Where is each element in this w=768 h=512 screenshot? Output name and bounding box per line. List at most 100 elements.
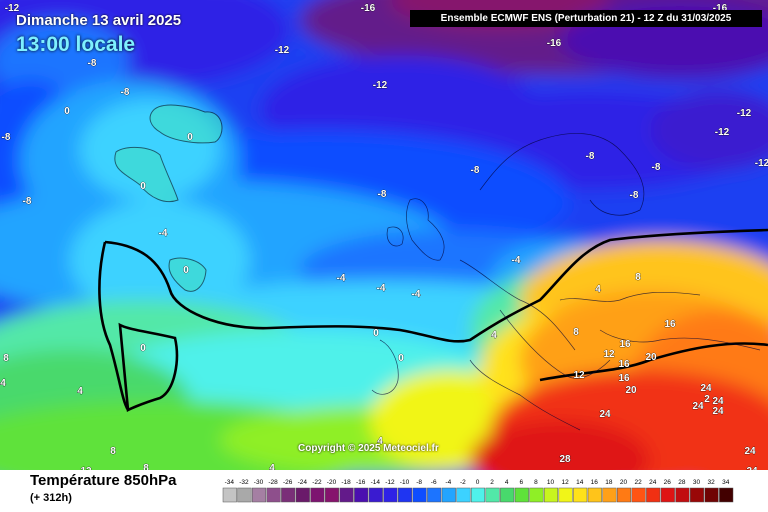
isotherm-value-label: -12 [5,3,20,14]
isotherm-value-label: 12 [603,349,615,360]
scale-tick-label: -22 [312,479,322,486]
isotherm-value-label: 0 [187,132,193,143]
scale-tick-label: -32 [239,479,249,486]
scale-tick-label: -14 [371,479,381,486]
isotherm-value-label: 8 [143,463,149,470]
scale-swatch [689,487,705,503]
isotherm-value-label: 0 [183,265,189,276]
scale-swatch [281,487,296,503]
isotherm-value-label: -8 [630,190,639,201]
scale-swatch [704,487,719,503]
isotherm-value-label: -12 [755,158,768,169]
color-scale: -34 -32 -30 -28 -26 -24 -22 -20 -18 -16 -14 -12 -10-… [222,479,734,503]
isotherm-value-label: -8 [2,132,11,143]
isotherm-value-label: 0 [64,106,70,117]
isotherm-value-label: 0 [140,181,146,192]
scale-swatch [222,487,237,503]
scale-tick-label: -18 [341,479,351,486]
scale-swatch [383,487,398,503]
isotherm-values: -12 -16 -16 -12 -16 -8 -8 -12 -12 -12 -8 0 0 -8 -8 -12 0… [0,3,768,470]
isotherm-value-label: -8 [121,87,130,98]
isotherm-value-label: 4 [491,330,497,341]
isotherm-value-label: 24 [746,466,758,470]
isotherm-value-label: 20 [645,352,657,363]
isotherm-value-label: -8 [471,165,480,176]
isotherm-value-label: 8 [635,272,641,283]
scale-tick-label: -28 [268,479,278,486]
isotherm-value-label: 16 [618,359,630,370]
scale-tick-label: -2 [460,479,466,486]
local-time: 13:00 locale [16,33,136,56]
isotherm-value-label: -12 [715,127,730,138]
model-run-banner: Ensemble ECMWF ENS (Perturbation 21) - 1… [410,10,762,27]
isotherm-value-label: 16 [618,373,630,384]
isotherm-value-label: 16 [664,319,676,330]
scale-tick-label: 32 [707,479,715,486]
scale-tick-label: 30 [693,479,701,486]
isotherm-value-label: -12 [373,80,388,91]
copyright-notice: Copyright © 2025 Meteociel.fr [298,443,439,454]
scale-tick-label: 8 [534,479,538,486]
isotherm-value-label: 8 [573,327,579,338]
scale-swatch [587,487,602,503]
isotherm-value-label: -8 [586,151,595,162]
isotherm-value-label: 20 [625,385,637,396]
scale-tick-label: -30 [254,479,264,486]
isotherm-value-label: -12 [275,45,290,56]
scale-tick-label: 10 [547,479,555,486]
isotherm-value-label: 24 [692,401,704,412]
isotherm-value-label: 24 [599,409,611,420]
scale-swatch [573,487,588,503]
scale-tick-label: 0 [476,479,480,486]
scale-tick-label: 28 [678,479,686,486]
scale-swatch [660,487,675,503]
scale-swatch [602,487,617,503]
scale-swatch [368,487,383,503]
isotherm-value-label: -4 [412,289,421,300]
scale-swatch [310,487,325,503]
scale-swatch [558,487,573,503]
scale-tick-label: 6 [519,479,523,486]
scale-swatch [529,487,544,503]
isotherm-value-label: 8 [110,446,116,457]
scale-tick-label: 34 [722,479,730,486]
forecast-lead-time: (+ 312h) [30,492,72,504]
scale-swatch [354,487,369,503]
isotherm-value-label: -16 [547,38,562,49]
scale-swatch [675,487,690,503]
isotherm-value-label: 4 [269,463,275,470]
scale-tick-label: -4 [445,479,451,486]
temperature-map: -12 -16 -16 -12 -16 -8 -8 -12 -12 -12 -8 0 0 -8 -8 -12 0… [0,0,768,470]
scale-swatch [237,487,252,503]
isotherm-value-label: 16 [619,339,631,350]
scale-tick-label: -12 [385,479,395,486]
isotherm-value-label: 4 [595,284,601,295]
scale-swatch [646,487,661,503]
isotherm-value-label: -16 [361,3,376,14]
scale-swatch [427,487,442,503]
scale-swatch [470,487,486,503]
isotherm-value-label: 4 [377,436,383,447]
scale-swatch [251,487,267,503]
scale-tick-label: -26 [283,479,293,486]
isotherm-value-label: 4 [77,386,83,397]
isotherm-value-label: 24 [700,383,712,394]
scale-tick-label: 2 [490,479,494,486]
scale-swatch [295,487,310,503]
scale-tick-label: -34 [225,479,235,486]
isotherm-value-label: -4 [512,255,521,266]
scale-swatch [339,487,354,503]
scale-swatch [397,487,413,503]
scale-tick-label: -20 [327,479,337,486]
scale-tick-label: -24 [298,479,308,486]
scale-swatch [631,487,646,503]
isotherm-value-label: 0 [373,328,379,339]
scale-swatch [616,487,632,503]
isotherm-value-label: -16 [713,3,728,14]
scale-tick-label: 12 [561,479,569,486]
scale-swatch [456,487,471,503]
isotherm-value-label: 0 [398,353,404,364]
scale-swatch [324,487,340,503]
landmasses [114,104,223,292]
